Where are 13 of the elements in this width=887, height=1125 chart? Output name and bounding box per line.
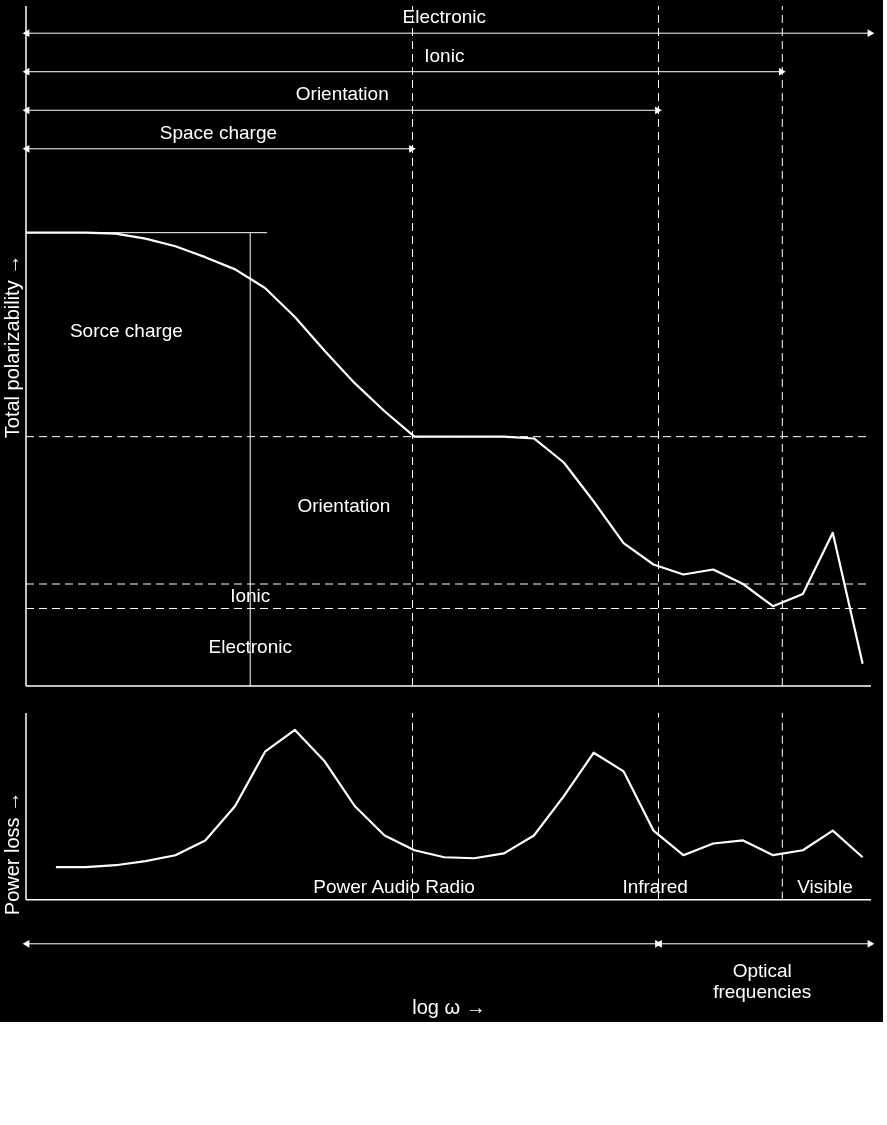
text: Optical frequencies — [713, 959, 812, 1002]
text: Orientation — [295, 83, 389, 105]
text: Space charge — [159, 121, 278, 143]
annotation: Visible — [797, 875, 853, 897]
y-axis-title: Power loss → — [0, 791, 23, 916]
y-axis-title: Total polarizability → — [0, 254, 23, 439]
x-axis-title: log ω → — [412, 995, 486, 1018]
annotation: Sorce charge — [69, 320, 183, 342]
annotation: Orientation — [297, 495, 391, 517]
annotation: Infrared — [622, 875, 688, 897]
annotation: Power Audio Radio — [313, 875, 475, 897]
text: Ionic — [424, 44, 465, 66]
text: Electronic — [402, 6, 487, 28]
